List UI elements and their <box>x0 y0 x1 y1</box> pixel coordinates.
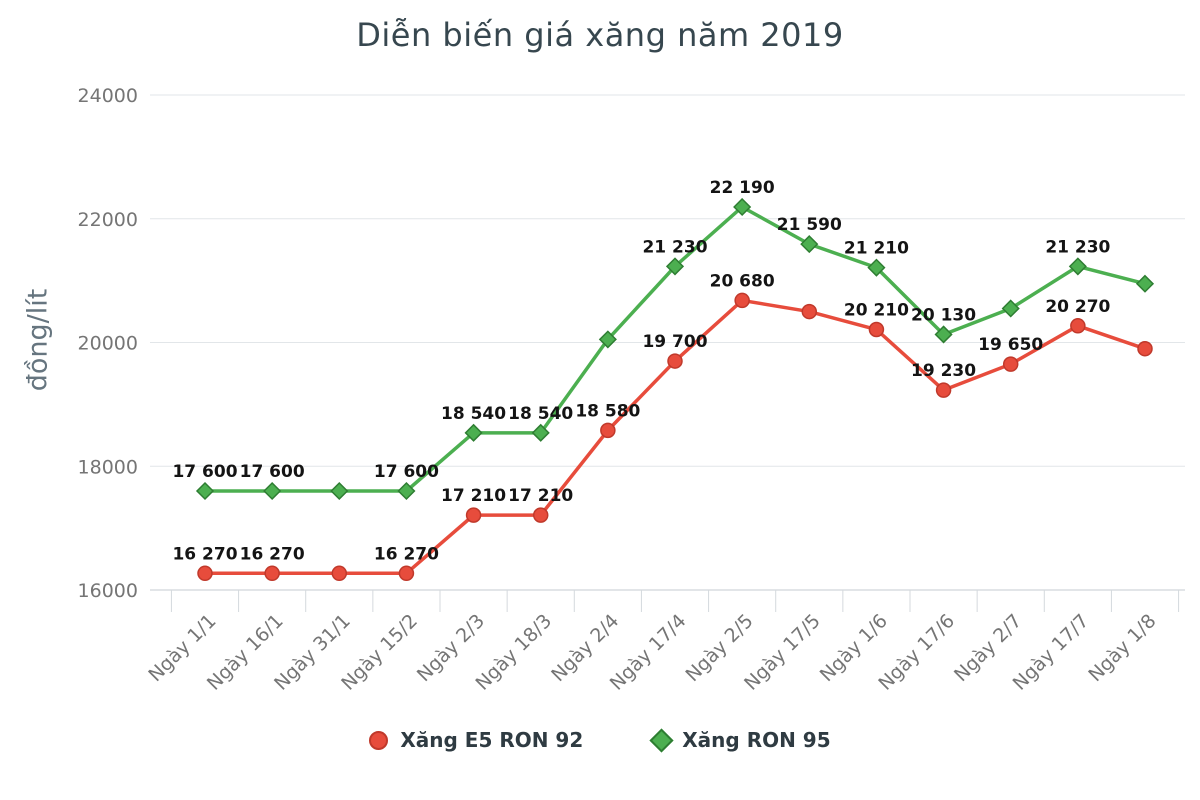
data-point[interactable] <box>1002 356 1019 372</box>
legend-item-xang-e5-ron-92[interactable]: Xăng E5 RON 92 <box>369 728 583 752</box>
y-axis-tick-label: 22000 <box>78 209 138 231</box>
data-label: 17 210 <box>441 486 506 506</box>
legend-label: Xăng RON 95 <box>682 728 831 752</box>
data-point[interactable] <box>867 258 886 277</box>
data-label: 18 540 <box>441 404 506 424</box>
data-point[interactable] <box>800 235 819 254</box>
data-point[interactable] <box>397 481 416 501</box>
legend-item-xang-ron-95[interactable]: Xăng RON 95 <box>649 727 831 753</box>
data-point[interactable] <box>935 382 952 398</box>
data-label: 20 270 <box>1045 297 1110 317</box>
data-label: 17 210 <box>508 486 573 506</box>
data-label: 22 190 <box>710 178 775 198</box>
data-label: 17 600 <box>172 462 237 482</box>
x-axis-label: Ngày 1/8 <box>1084 610 1160 686</box>
data-point[interactable] <box>600 422 616 439</box>
legend-circle-marker-icon <box>369 730 389 750</box>
data-point[interactable] <box>801 303 818 320</box>
y-axis-tick-label: 20000 <box>78 333 138 355</box>
data-label: 20 680 <box>710 271 775 291</box>
data-label: 17 600 <box>240 462 305 482</box>
data-label: 20 130 <box>911 305 976 325</box>
data-point[interactable] <box>868 321 885 338</box>
y-axis-tick-label: 18000 <box>78 456 138 478</box>
data-label: 19 700 <box>642 332 707 352</box>
data-point[interactable] <box>733 197 752 217</box>
chart-title: Diễn biến giá xăng năm 2019 <box>356 16 844 54</box>
data-label: 21 230 <box>1045 237 1110 257</box>
data-point[interactable] <box>197 565 213 582</box>
data-point[interactable] <box>330 481 349 501</box>
data-point[interactable] <box>464 423 483 442</box>
legend-diamond-marker-icon <box>649 727 674 753</box>
data-point[interactable] <box>195 481 215 501</box>
data-point[interactable] <box>398 565 415 582</box>
y-axis-tick-label: 24000 <box>78 85 138 107</box>
data-point[interactable] <box>1068 257 1087 276</box>
data-point[interactable] <box>465 507 482 523</box>
data-label: 16 270 <box>172 544 237 564</box>
data-label: 16 270 <box>374 544 439 564</box>
data-point[interactable] <box>1070 318 1086 334</box>
data-point[interactable] <box>264 565 280 582</box>
data-point[interactable] <box>667 353 683 369</box>
data-label: 20 210 <box>844 301 909 321</box>
data-label: 19 650 <box>978 335 1043 355</box>
data-label: 19 230 <box>911 361 976 381</box>
data-label: 17 600 <box>374 462 439 482</box>
data-label: 21 590 <box>777 215 842 235</box>
data-label: 21 230 <box>642 237 707 257</box>
data-point[interactable] <box>532 507 549 523</box>
data-point[interactable] <box>1001 299 1020 318</box>
data-point[interactable] <box>1135 274 1155 293</box>
data-label: 21 210 <box>844 239 909 259</box>
data-point[interactable] <box>531 423 550 442</box>
data-point[interactable] <box>331 565 348 582</box>
data-point[interactable] <box>1137 340 1153 357</box>
data-point[interactable] <box>934 325 953 344</box>
data-point[interactable] <box>734 292 750 309</box>
data-label: 16 270 <box>240 544 305 564</box>
data-label: 18 540 <box>508 404 573 424</box>
legend: Xăng E5 RON 92 Xăng RON 95 <box>0 727 1200 753</box>
data-point[interactable] <box>598 330 617 349</box>
legend-label: Xăng E5 RON 92 <box>400 728 584 752</box>
data-point[interactable] <box>665 257 685 276</box>
y-axis-tick-label: 16000 <box>78 580 138 602</box>
data-label: 18 580 <box>575 401 640 421</box>
data-point[interactable] <box>263 481 282 501</box>
